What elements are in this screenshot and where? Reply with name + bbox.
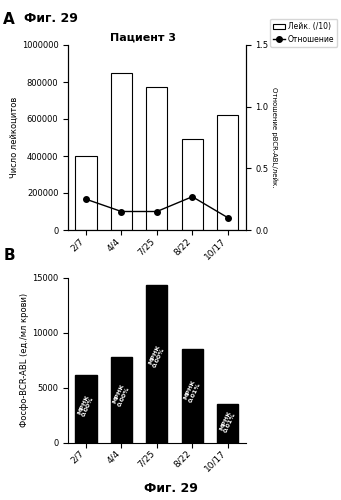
Text: МРНК
0.01%: МРНК 0.01% [183,379,202,403]
Legend: Лейк. (/10), Отношение: Лейк. (/10), Отношение [270,19,337,47]
Y-axis label: Отношение рBCR-ABL/лейк.: Отношение рBCR-ABL/лейк. [271,87,278,188]
Text: B: B [3,248,15,262]
Bar [111,72,132,230]
Text: МРНК
0.00%: МРНК 0.00% [148,344,166,368]
Bar [182,349,203,442]
Y-axis label: Число лейкоцитов: Число лейкоцитов [10,97,19,178]
Text: МРНК
0.00%: МРНК 0.00% [77,394,95,417]
Bar [111,356,132,442]
Bar [146,285,167,442]
Text: МРНК
0.00%: МРНК 0.00% [112,384,131,407]
Bar [75,376,97,442]
Text: Фиг. 29: Фиг. 29 [24,12,78,26]
Bar [146,86,167,230]
Bar [217,116,238,230]
Bar [217,404,238,442]
Bar [182,140,203,230]
Text: Фиг. 29: Фиг. 29 [144,482,197,495]
Text: A: A [3,12,15,28]
Bar [75,156,97,230]
Title: Пациент 3: Пациент 3 [110,33,176,43]
Y-axis label: Фосфо-BCR-ABL (ед./мл крови): Фосфо-BCR-ABL (ед./мл крови) [20,293,29,427]
Text: МРНК
0.01%: МРНК 0.01% [219,410,237,434]
